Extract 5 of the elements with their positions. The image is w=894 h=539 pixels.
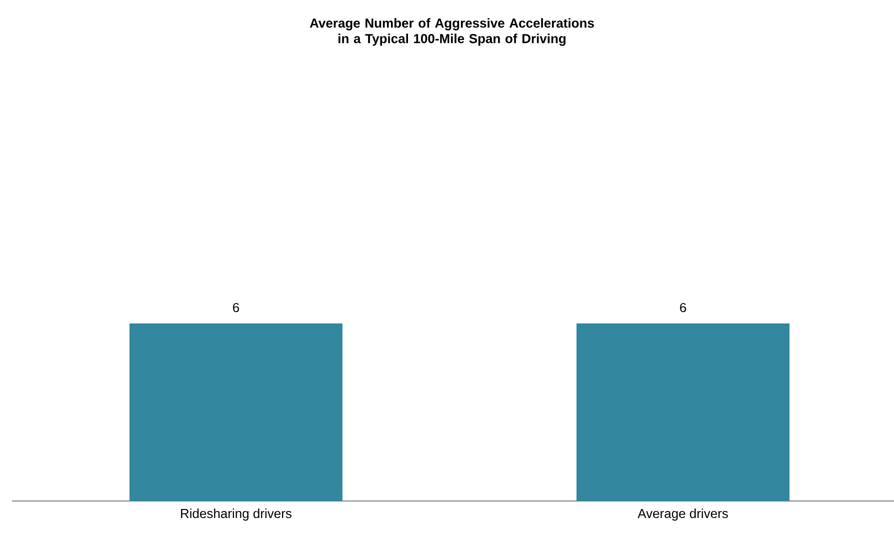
data-label: 6	[233, 302, 240, 312]
x-tick-label: Ridesharing drivers	[181, 508, 292, 521]
x-tick-label: Average drivers	[638, 508, 728, 521]
data-label: 6	[680, 302, 686, 312]
chart-title: Average Number of Aggressive Accelerations in a Typical 100-Mile Span of Driving	[310, 18, 594, 46]
